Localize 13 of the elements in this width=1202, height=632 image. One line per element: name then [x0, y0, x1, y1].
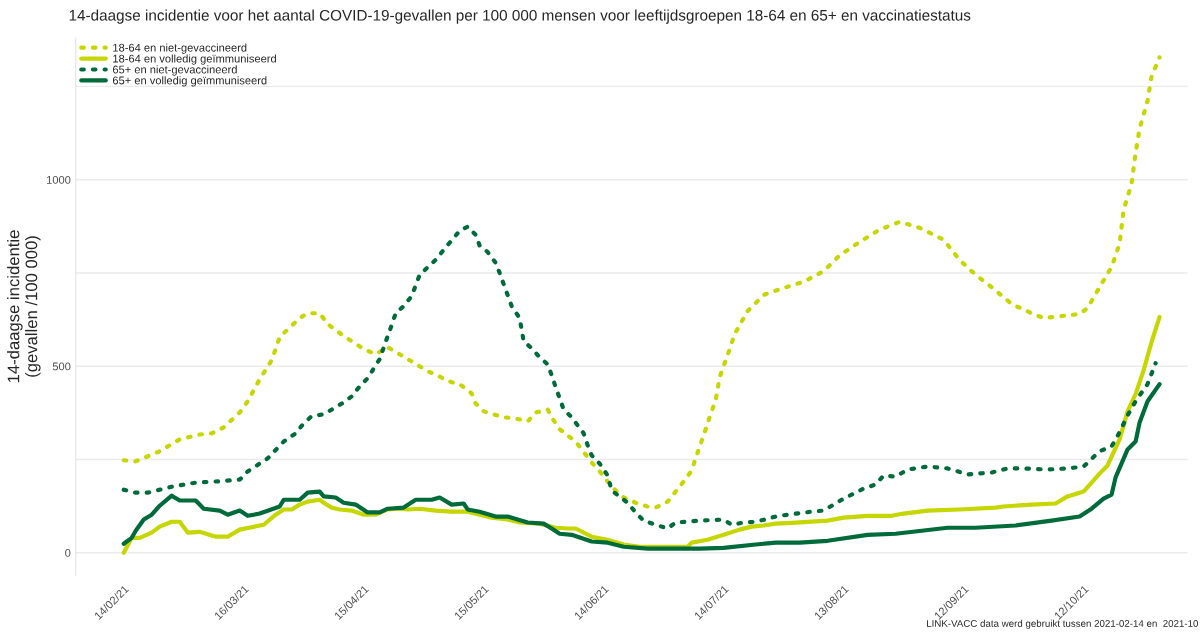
- chart-title: 14-daagse incidentie voor het aantal COVID-19-gevallen per 100 000 mensen voor leeftijdsgroepen 18-64 en 65+ en vaccinatiestatus: [69, 9, 971, 24]
- y-tick-label: 1000: [47, 175, 71, 184]
- legend-label: 65+ en volledig geïmmuniseerd: [112, 76, 267, 87]
- line-series: [121, 314, 1162, 555]
- legend-label: 18-64 en volledig geïmmuniseerd: [113, 54, 276, 65]
- y-tick-label: 0: [65, 549, 71, 557]
- y-tick-label: 500: [52, 362, 71, 371]
- line-series: [121, 224, 1158, 531]
- legend-label: 18-64 en niet-gevaccineerd: [113, 43, 247, 54]
- legend-label: 65+ en niet-gevaccineerd: [112, 65, 237, 76]
- text: LINK-VACC data werd gebruikt tussen 2021-02-14 en 2021-10: [927, 619, 1199, 629]
- line-series: [121, 382, 1162, 551]
- y-axis-title: 14-daagse incidentie (gevallen /100 000): [7, 230, 41, 383]
